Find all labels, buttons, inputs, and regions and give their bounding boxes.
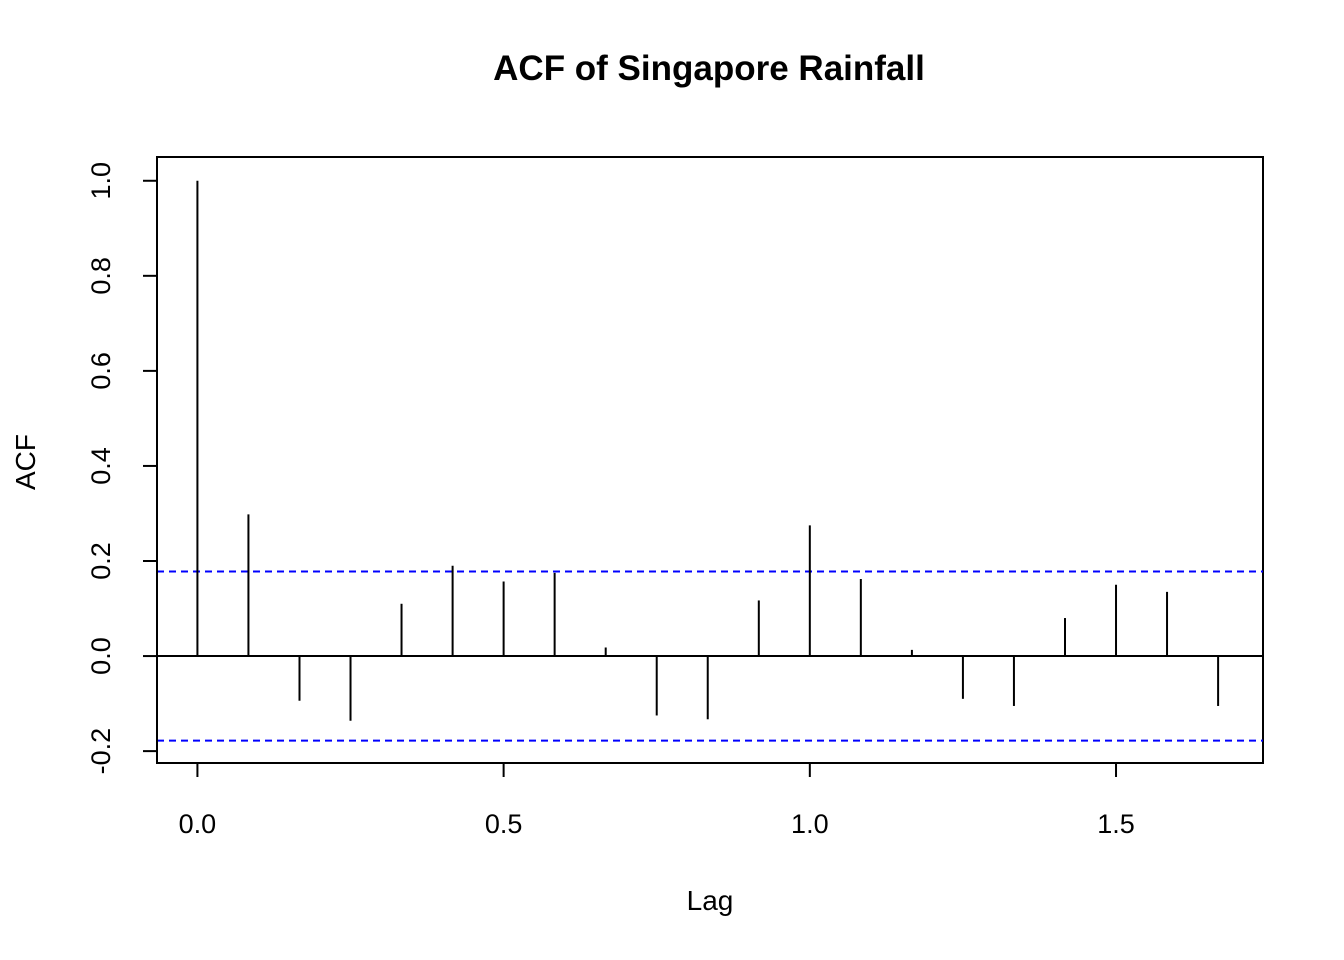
- y-tick-label: 0.2: [86, 542, 116, 580]
- y-tick-label: 0.6: [86, 352, 116, 390]
- y-tick-label: 0.8: [86, 257, 116, 295]
- x-tick-label: 0.0: [179, 809, 217, 839]
- plot-frame: [156, 156, 1264, 764]
- y-tick-label: 1.0: [86, 162, 116, 200]
- y-tick-label: 0.0: [86, 637, 116, 675]
- x-tick-label: 1.5: [1097, 809, 1135, 839]
- x-tick-label: 0.5: [485, 809, 523, 839]
- x-axis-title: Lag: [687, 885, 734, 916]
- y-axis-title: ACF: [10, 434, 41, 490]
- x-tick-label: 1.0: [791, 809, 829, 839]
- y-tick-label: -0.2: [86, 728, 116, 775]
- y-axis: -0.2 0.0 0.2 0.4 0.6 0.8 1.0: [86, 162, 158, 775]
- y-tick-label: 0.4: [86, 447, 116, 485]
- x-axis: 0.0 0.5 1.0 1.5: [179, 762, 1135, 839]
- chart-title: ACF of Singapore Rainfall: [493, 49, 925, 88]
